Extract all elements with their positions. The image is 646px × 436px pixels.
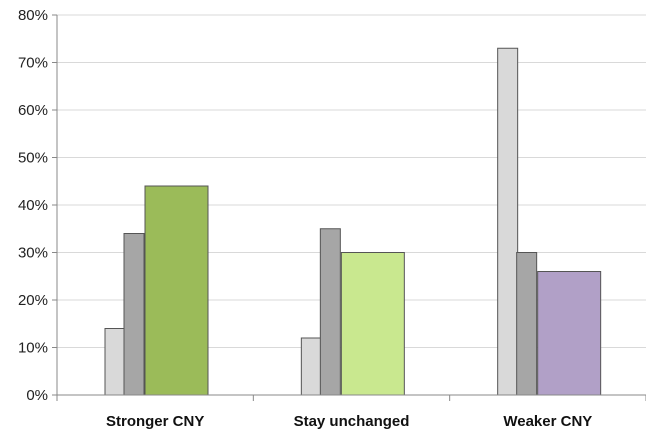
x-category-label: Stronger CNY bbox=[106, 413, 204, 430]
y-tick-label: 50% bbox=[18, 150, 48, 167]
y-tick-label: 60% bbox=[18, 102, 48, 119]
bar-series-2 bbox=[516, 252, 538, 396]
x-axis-labels: Stronger CNY Stay unchanged Weaker CNY bbox=[106, 413, 592, 430]
bar-series-2 bbox=[319, 228, 341, 396]
bar-highlight bbox=[144, 185, 209, 396]
x-category-label: Stay unchanged bbox=[294, 413, 410, 430]
x-axis bbox=[56, 15, 646, 401]
y-axis-ticks: 0% 10% 20% 30% 40% 50% 60% 70% 80% bbox=[18, 7, 57, 404]
bars bbox=[104, 47, 602, 396]
y-tick-label: 10% bbox=[18, 340, 48, 357]
y-tick-label: 40% bbox=[18, 197, 48, 214]
y-tick-label: 20% bbox=[18, 292, 48, 309]
bar-series-1 bbox=[497, 47, 519, 396]
bar-series-1 bbox=[104, 328, 126, 396]
y-tick-label: 80% bbox=[18, 7, 48, 24]
y-tick-label: 70% bbox=[18, 55, 48, 72]
bar-series-2 bbox=[123, 233, 145, 396]
y-tick-label: 0% bbox=[26, 387, 48, 404]
bar-highlight bbox=[340, 252, 405, 396]
bar-series-1 bbox=[300, 337, 322, 396]
bar-highlight bbox=[537, 271, 602, 396]
x-category-label: Weaker CNY bbox=[503, 413, 592, 430]
y-tick-label: 30% bbox=[18, 245, 48, 262]
